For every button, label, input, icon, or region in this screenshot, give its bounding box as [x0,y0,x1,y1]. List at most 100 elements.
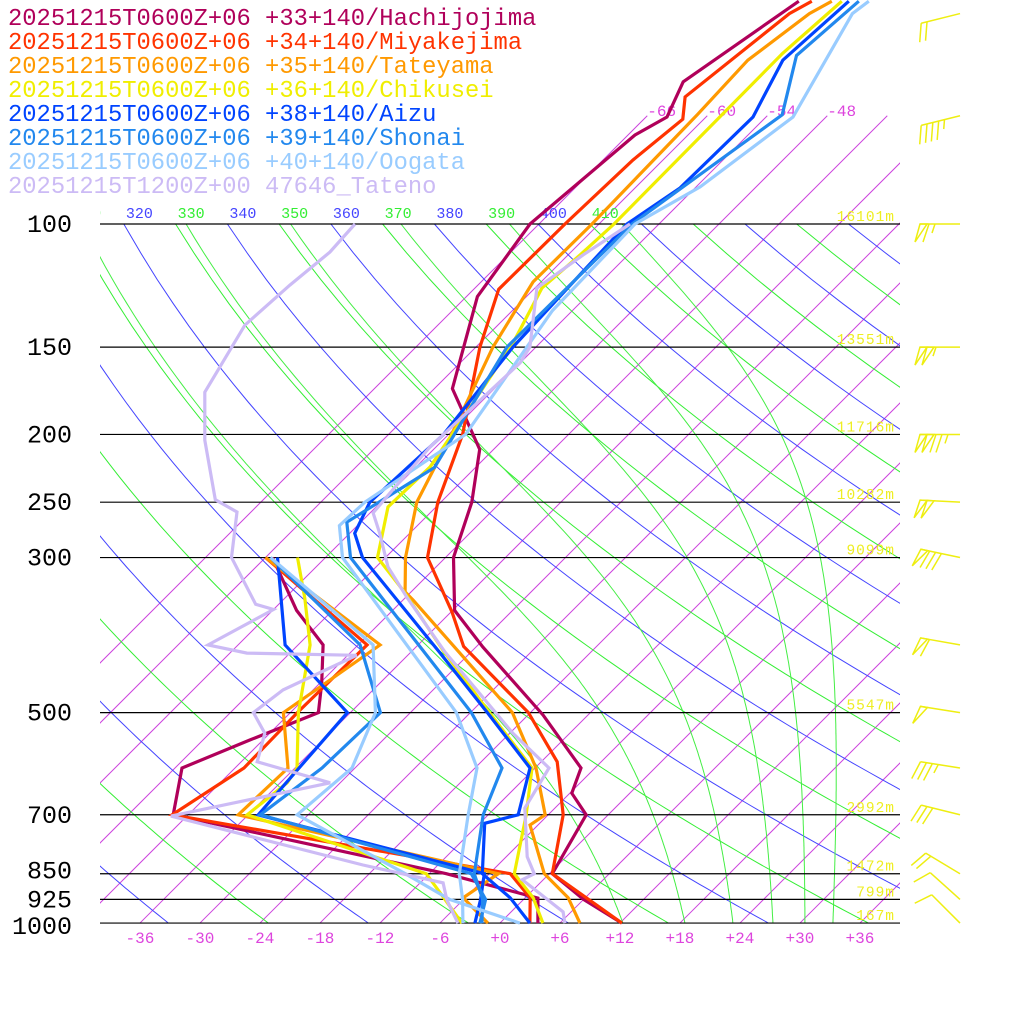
aizu-temperature-line [352,0,850,925]
moist-adiabat-line [290,223,734,924]
temperature-tick-label: -12 [366,930,395,948]
wind-barb-staff [929,872,961,900]
dry-adiabats [100,223,1024,924]
height-label: 1472m [846,860,895,876]
pressure-label: 500 [27,700,72,729]
dry-adiabat-line [848,223,900,265]
wind-barb-full [910,852,927,867]
isotherm-line [319,342,900,924]
legend-item-aizu: 20251215T0600Z+06 +38+140/Aizu [8,102,436,129]
wind-barb-flag [912,705,929,724]
wind-barb-staff [921,114,961,127]
oogata-dewpoint-line [269,556,521,925]
wind-barb-full [931,553,943,571]
pressure-label: 1000 [12,913,72,942]
dry-adiabat-label: 380 [436,206,463,223]
wind-barb [918,12,961,43]
wind-barb-staff [925,852,961,875]
wind-barb-full [914,894,933,904]
legend-item-miyakejima: 20251215T0600Z+06 +34+140/Miyakejima [8,30,522,57]
dry-adiabat-label: 310 [74,206,101,223]
isotherm-line [100,115,888,904]
temperature-axis-labels: -36 -30 -24 -18 -12 -6 +0 +6 +12 +18 +24 +30 +36 [126,930,875,948]
wind-barb-full [915,855,932,870]
wind-barb-full [919,639,931,657]
wind-barb [913,499,961,519]
pressure-label: 850 [27,858,72,887]
legend-item-hachijojima: 20251215T0600Z+06 +33+140/Hachijojima [8,6,536,33]
wind-barb-full [925,551,937,570]
wind-barb-flag [914,223,929,243]
height-label: 10282m [837,488,895,504]
pressure-label: 300 [27,545,72,574]
temperature-tick-label: -18 [306,930,335,948]
isotherm-line [559,582,900,924]
dry-adiabat-label: 330 [178,206,205,223]
wind-barb-full [913,871,931,883]
wind-barb-full [916,806,928,823]
wind-barb [910,852,961,875]
hachijojima-temperature-line [450,0,800,925]
wind-barb-flag [921,433,936,453]
wind-barb [910,804,961,825]
isotherm-label: -48 [827,103,856,121]
pressure-label: 200 [27,421,72,450]
dry-adiabat-line [485,223,900,560]
wind-barb [914,894,961,924]
legend-item-tateno: 20251215T1200Z+00 47646_Tateno [8,174,436,201]
wind-barb-staff [921,12,961,24]
isotherm-line [100,115,768,784]
wind-barb [914,346,960,366]
pressure-label: 100 [27,211,72,240]
legend-item-tateyama: 20251215T0600Z+06 +35+140/Tateyama [8,54,494,81]
wind-barb [914,223,960,243]
wind-barb-full [922,763,934,781]
wind-barb-flag [921,346,936,366]
temperature-tick-label: +36 [846,930,875,948]
wind-barbs [910,12,961,924]
isotherm-line [920,116,1024,923]
temperature-tick-label: +18 [666,930,695,948]
dry-adiabat-label: 390 [488,206,515,223]
legend: 20251215T0600Z+06 +33+140/Hachijojima 20… [8,6,536,201]
tateyama-temperature-line [403,0,833,924]
dry-adiabat-line [692,223,900,388]
temperature-tick-label: -24 [246,930,275,948]
wind-barb [913,871,961,900]
height-label: 5547m [846,699,895,715]
temperature-tick-label: +24 [726,930,755,948]
wind-barb-half [932,346,937,357]
wind-barb-flag [911,637,930,656]
isobars [100,223,900,924]
dry-adiabat-line [1004,224,1024,923]
wind-barb-flag [914,346,929,366]
isotherm-line [259,282,900,924]
chikusei-dewpoint-line [243,557,464,925]
temperature-tick-label: -6 [430,930,449,948]
legend-item-shonai: 20251215T0600Z+06 +39+140/Shonai [8,126,465,153]
wind-barb-full [918,23,922,43]
wind-barb-full [924,123,928,143]
height-label: 799m [856,885,895,901]
isotherm-line [679,702,900,924]
wind-barb-staff [921,804,961,816]
pressure-label: 250 [27,489,72,518]
temperature-tick-label: +0 [490,930,509,948]
isotherm-line [100,115,708,724]
dry-adiabat-line [744,223,900,347]
wind-barb-full [922,223,930,243]
wind-barb-half [933,764,939,774]
wind-barb-full [917,762,928,780]
temperature-tick-label: +6 [550,930,569,948]
legend-item-oogata: 20251215T0600Z+06 +40+140/Oogata [8,150,465,177]
wind-barb [914,433,960,453]
dry-adiabat-line [641,223,900,430]
wind-barb-half [944,434,949,444]
wind-barb [911,548,961,571]
dry-adiabat-line [226,223,900,791]
moist-adiabat-line [400,223,774,924]
wind-barb-flag [914,433,929,453]
wind-barb [918,114,961,145]
temperature-tick-label: +12 [606,930,635,948]
